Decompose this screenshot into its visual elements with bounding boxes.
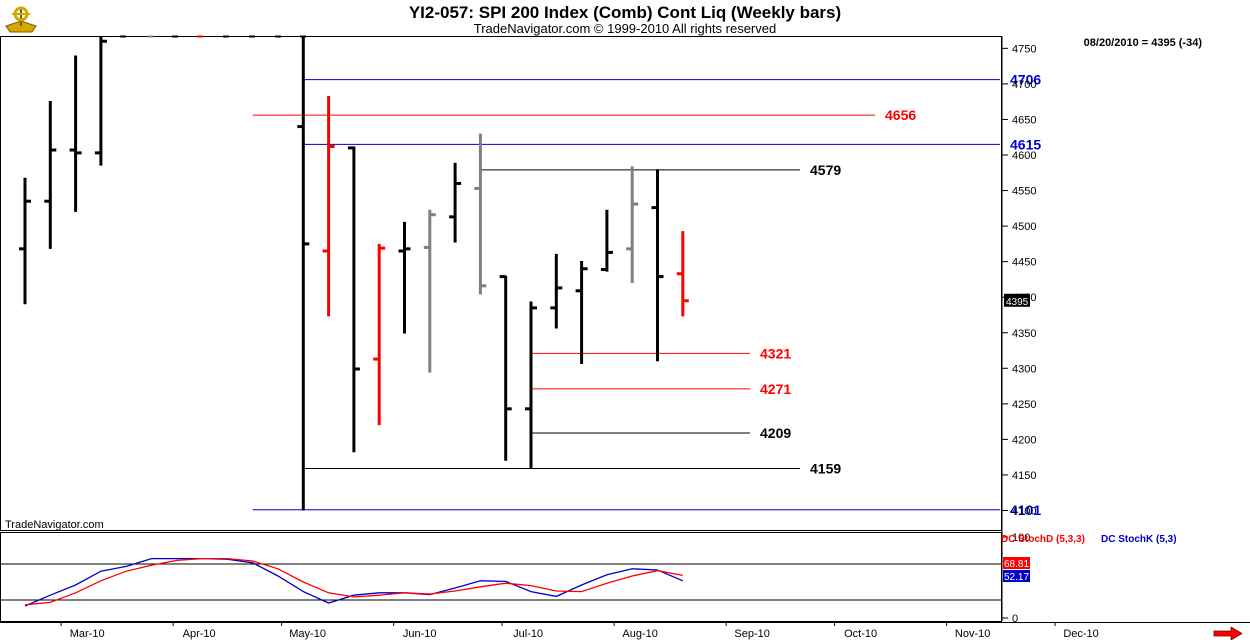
ohlc-bar xyxy=(525,301,537,468)
price-axis-tick-label: 4500 xyxy=(1012,221,1036,233)
price-axis-tick-label: 4450 xyxy=(1012,257,1036,269)
ohlc-bar xyxy=(600,209,613,272)
ohlc-bar xyxy=(94,37,107,166)
tradenavigator-logo-icon[interactable] xyxy=(4,4,38,34)
price-axis-tick-label: 4150 xyxy=(1012,470,1036,482)
date-axis-tick-label: Dec-10 xyxy=(1063,628,1098,640)
ohlc-bar xyxy=(651,169,664,362)
date-axis-tick-label: Jul-10 xyxy=(513,628,543,640)
ohlc-bar xyxy=(347,146,360,453)
level-label: 4101 xyxy=(1010,502,1041,518)
date-axis-tick-label: Oct-10 xyxy=(844,628,877,640)
date-axis-tick-label: Jun-10 xyxy=(403,628,437,640)
level-label: 4321 xyxy=(760,345,791,361)
level-label: 4615 xyxy=(1010,136,1041,152)
stochastic-value-tag xyxy=(1003,570,1030,582)
date-axis-tick-label: Sep-10 xyxy=(734,628,769,640)
stochastic-value-label: 52.17 xyxy=(1004,572,1029,583)
ohlc-bar xyxy=(575,260,588,365)
date-axis-tick-label: Apr-10 xyxy=(183,628,216,640)
stochastic-value-label: 68.81 xyxy=(1004,559,1029,570)
level-label: 4579 xyxy=(810,162,841,178)
ohlc-bar xyxy=(676,231,689,317)
price-axis-tick-label: 4650 xyxy=(1012,114,1036,126)
ohlc-bar xyxy=(19,177,31,305)
ohlc-bar xyxy=(423,209,436,373)
price-axis-tick-label: 4600 xyxy=(1012,150,1036,162)
ohlc-bar xyxy=(398,221,411,334)
stochastic-axis-tick-label: 100 xyxy=(1012,532,1030,544)
copyright-subtitle: TradeNavigator.com © 1999-2010 All right… xyxy=(473,21,777,36)
price-axis-tick-label: 4550 xyxy=(1012,186,1036,198)
level-label: 4209 xyxy=(760,425,791,441)
price-axis: 4100415042004250430043504400445045004550… xyxy=(1002,43,1036,518)
date-axis-tick-label: May-10 xyxy=(289,628,326,640)
ohlc-bar xyxy=(499,275,512,461)
ohlc-bar xyxy=(69,55,82,212)
legend-stochd: DC StochD (5,3,3) xyxy=(1001,534,1085,545)
stochastic-axis-tick-label: 0 xyxy=(1012,613,1018,625)
date-axis-tick-label: Mar-10 xyxy=(70,628,105,640)
scroll-right-arrow-icon[interactable] xyxy=(1213,627,1243,640)
price-axis-tick-label: 4100 xyxy=(1012,506,1036,518)
price-axis-tick-label: 4250 xyxy=(1012,399,1036,411)
ohlc-bar xyxy=(297,37,310,511)
level-lines: 4706 4656 4615 4579 4321 4271 4209 4159 4101 xyxy=(252,72,1041,518)
date-axis: Mar-10 Apr-10 May-10 Jun-10 Jul-10 Aug-10 Sep-… xyxy=(60,622,1099,640)
level-label: 4656 xyxy=(885,107,916,123)
watermark-text: TradeNavigator.com xyxy=(5,519,104,531)
ohlc-bar xyxy=(373,243,386,426)
ohlc-bar xyxy=(44,100,57,249)
last-bar-readout: 08/20/2010 = 4395 (-34) xyxy=(1084,37,1203,49)
ohlc-bar xyxy=(449,162,462,243)
date-axis-tick-label: Nov-10 xyxy=(955,628,990,640)
date-axis-tick-label: Aug-10 xyxy=(622,628,657,640)
level-label: 4706 xyxy=(1010,72,1041,88)
legend-stochk: DC StochK (5,3) xyxy=(1101,534,1177,545)
last-price-tag xyxy=(1004,293,1030,307)
ohlc-bar xyxy=(474,133,487,295)
ohlc-bar xyxy=(550,253,563,329)
chart-frame xyxy=(0,36,1250,623)
price-bars xyxy=(19,35,689,511)
price-axis-tick-label: 4200 xyxy=(1012,434,1036,446)
stochastic-series-line xyxy=(24,557,684,607)
ohlc-bar xyxy=(626,166,639,283)
level-label: 4159 xyxy=(810,461,841,477)
stochastic-series-line xyxy=(24,557,683,606)
stochastic-value-tag xyxy=(1003,557,1030,569)
price-axis-tick-label: 4350 xyxy=(1012,328,1036,340)
ohlc-bar xyxy=(322,95,335,317)
price-axis-tick-label: 4700 xyxy=(1012,79,1036,91)
last-price-tag-label: 4395 xyxy=(1006,297,1029,308)
price-axis-tick-label: 4300 xyxy=(1012,363,1036,375)
chart-title: YI2-057: SPI 200 Index (Comb) Cont Liq (… xyxy=(408,3,842,22)
level-label: 4271 xyxy=(760,381,791,397)
price-axis-tick-label: 4750 xyxy=(1012,43,1036,55)
